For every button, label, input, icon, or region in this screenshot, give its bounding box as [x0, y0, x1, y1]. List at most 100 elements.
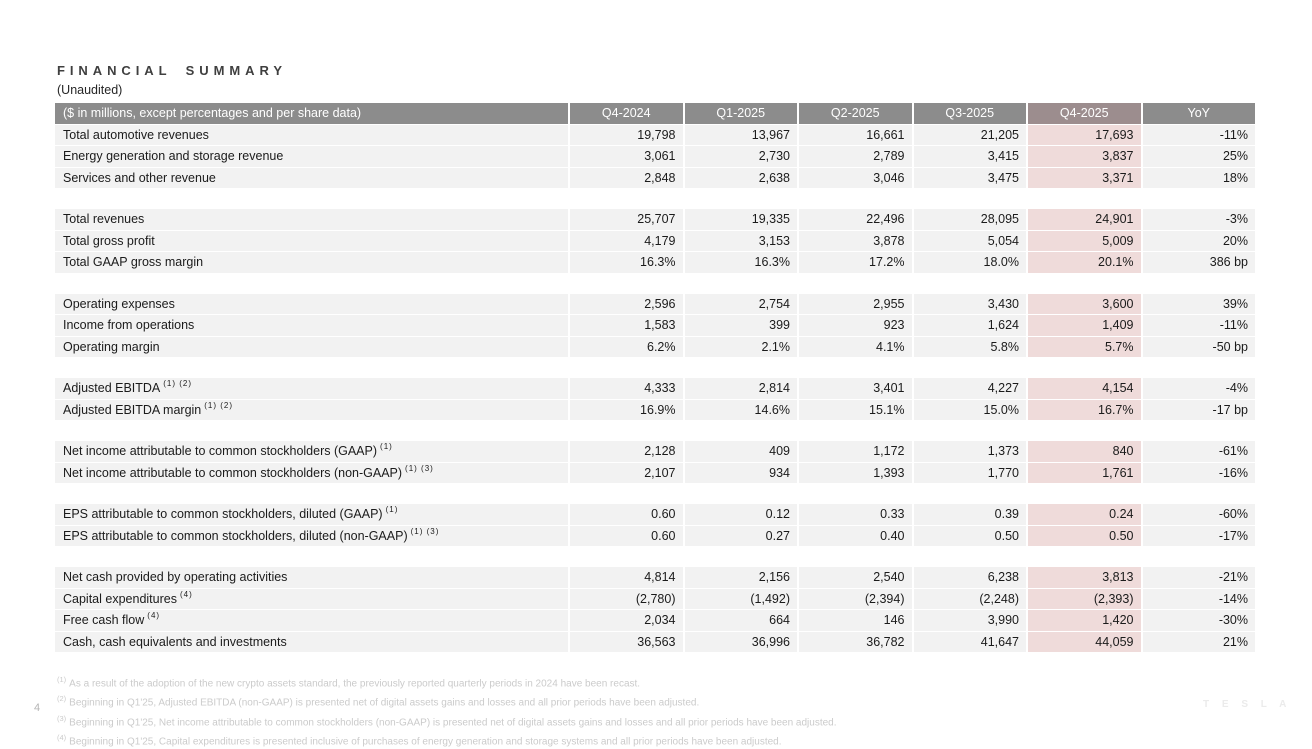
cell-value: 28,095	[913, 209, 1026, 230]
cell-value: -60%	[1142, 504, 1255, 525]
cell-value: 1,583	[570, 315, 683, 336]
cell-value: 0.50	[1028, 525, 1141, 546]
cell-value: 6.2%	[570, 336, 683, 357]
row-label: EPS attributable to common stockholders,…	[55, 525, 568, 546]
cell-value: 16.3%	[570, 252, 683, 273]
row-label: Total gross profit	[55, 230, 568, 251]
table-row: Total gross profit 4,179 3,153 3,878 5,054 5,…	[55, 230, 1255, 251]
cell-value: 3,371	[1028, 167, 1141, 188]
cell-value: 0.60	[570, 504, 683, 525]
cell-value: -17%	[1142, 525, 1255, 546]
cell-value: 934	[684, 462, 797, 483]
cell-value: 2,034	[570, 610, 683, 631]
cell-value: 41,647	[913, 631, 1026, 652]
cell-value: 4,814	[570, 567, 683, 588]
cell-value: 2.1%	[684, 336, 797, 357]
row-label: Net income attributable to common stockh…	[55, 462, 568, 483]
cell-value: 16.3%	[684, 252, 797, 273]
cell-value: 0.60	[570, 525, 683, 546]
cell-value: (2,780)	[570, 588, 683, 609]
cell-value: 0.27	[684, 525, 797, 546]
row-label: Services and other revenue	[55, 167, 568, 188]
cell-value: 25%	[1142, 146, 1255, 167]
footnote-line: (1) As a result of the adoption of the ne…	[57, 675, 641, 690]
cell-value: 6,238	[913, 567, 1026, 588]
cell-value: 2,848	[570, 167, 683, 188]
cell-value: 2,955	[799, 293, 912, 314]
table-row: Total automotive revenues 19,798 13,967 16,…	[55, 124, 1255, 145]
cell-value: 2,730	[684, 146, 797, 167]
cell-value: 1,624	[913, 315, 1026, 336]
cell-value: 664	[684, 610, 797, 631]
table-row: Total revenues 25,707 19,335 22,496 28,095 24…	[55, 209, 1255, 230]
cell-value: 36,996	[684, 631, 797, 652]
cell-value: 3,990	[913, 610, 1026, 631]
cell-value: 2,540	[799, 567, 912, 588]
table-row: Energy generation and storage revenue 3,0…	[55, 146, 1255, 167]
cell-value: 4,227	[913, 378, 1026, 399]
cell-value: (2,394)	[799, 588, 912, 609]
cell-value: 16.7%	[1028, 399, 1141, 420]
cell-value: 3,430	[913, 293, 1026, 314]
cell-value: 5,009	[1028, 230, 1141, 251]
row-label: Total automotive revenues	[55, 124, 568, 145]
table-row: Free cash flow (4) 2,034 664 146 3,990 1,420 -3…	[55, 610, 1255, 631]
table-row: Net cash provided by operating activitie…	[55, 567, 1255, 588]
cell-value: 4.1%	[799, 336, 912, 357]
table-row: Cash, cash equivalents and investments 36…	[55, 631, 1255, 652]
column-header-q2-2025: Q2-2025	[799, 103, 912, 124]
cell-value: 15.0%	[913, 399, 1026, 420]
cell-value: 3,475	[913, 167, 1026, 188]
column-header-q4-2025: Q4-2025	[1028, 103, 1141, 124]
cell-value: 17.2%	[799, 252, 912, 273]
column-header-q1-2025: Q1-2025	[684, 103, 797, 124]
row-label: Cash, cash equivalents and investments	[55, 631, 568, 652]
cell-value: 0.39	[913, 504, 1026, 525]
column-header-q3-2025: Q3-2025	[913, 103, 1026, 124]
cell-value: 3,837	[1028, 146, 1141, 167]
row-label: Capital expenditures (4)	[55, 588, 568, 609]
cell-value: 1,409	[1028, 315, 1141, 336]
footnote-line: (4) Beginning in Q1'25, Capital expenditu…	[57, 732, 782, 748]
table-section: Net income attributable to common stockh…	[55, 441, 1255, 483]
cell-value: 22,496	[799, 209, 912, 230]
cell-value: 923	[799, 315, 912, 336]
cell-value: -16%	[1142, 462, 1255, 483]
cell-value: 4,179	[570, 230, 683, 251]
row-label: Free cash flow (4)	[55, 610, 568, 631]
footnote-marker: (1) (2)	[163, 379, 193, 389]
table-row: Total GAAP gross margin 16.3% 16.3% 17.2% 18…	[55, 252, 1255, 273]
cell-value: 21,205	[913, 124, 1026, 145]
cell-value: 3,153	[684, 230, 797, 251]
cell-value: 36,782	[799, 631, 912, 652]
footnote-marker: (1)	[385, 505, 399, 515]
footnote-marker: (1) (3)	[410, 526, 440, 536]
row-label: Total GAAP gross margin	[55, 252, 568, 273]
row-label: Adjusted EBITDA margin (1) (2)	[55, 399, 568, 420]
cell-value: 0.33	[799, 504, 912, 525]
cell-value: -3%	[1142, 209, 1255, 230]
table-header-row: ($ in millions, except percentages and p…	[55, 103, 1255, 124]
cell-value: 0.40	[799, 525, 912, 546]
cell-value: (1,492)	[684, 588, 797, 609]
cell-value: -14%	[1142, 588, 1255, 609]
footnote-line: (2) Beginning in Q1'25, Adjusted EBITDA (…	[57, 694, 700, 709]
cell-value: 19,798	[570, 124, 683, 145]
table-row: Adjusted EBITDA margin (1) (2) 16.9% 14.6% 1…	[55, 399, 1255, 420]
cell-value: 3,415	[913, 146, 1026, 167]
cell-value: 3,061	[570, 146, 683, 167]
cell-value: 4,154	[1028, 378, 1141, 399]
cell-value: 1,420	[1028, 610, 1141, 631]
cell-value: (2,393)	[1028, 588, 1141, 609]
cell-value: 20%	[1142, 230, 1255, 251]
row-label: Adjusted EBITDA (1) (2)	[55, 378, 568, 399]
cell-value: (2,248)	[913, 588, 1026, 609]
cell-value: 1,393	[799, 462, 912, 483]
cell-value: 18%	[1142, 167, 1255, 188]
cell-value: 24,901	[1028, 209, 1141, 230]
cell-value: 2,638	[684, 167, 797, 188]
cell-value: 3,600	[1028, 293, 1141, 314]
row-label: Total revenues	[55, 209, 568, 230]
column-header-q4-2024: Q4-2024	[570, 103, 683, 124]
